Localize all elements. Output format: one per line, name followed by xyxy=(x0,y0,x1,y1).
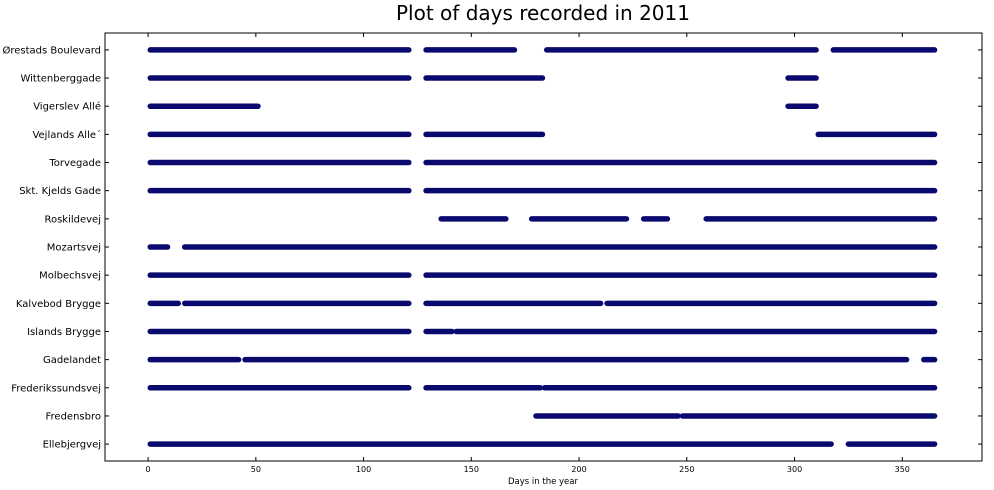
y-tick-label: Gadelandet xyxy=(43,355,101,366)
y-tick-label: Ørestads Boulevard xyxy=(3,44,102,56)
y-axis: Ellebjergvej Fredensbro Frederikssundsvej G… xyxy=(3,44,982,451)
data-marks xyxy=(147,47,938,447)
y-tick-label: Roskildevej xyxy=(44,214,101,225)
x-axis: 0 50 100 150 200 250 300 350 xyxy=(146,33,910,474)
x-tick-label: 0 xyxy=(146,465,151,474)
y-tick-label: Fredensbro xyxy=(46,411,101,422)
x-tick-label: 200 xyxy=(571,465,586,474)
y-tick-label: Mozartsvej xyxy=(47,243,101,254)
x-tick-label: 250 xyxy=(679,465,694,474)
y-tick-label: Vigerslev Allé xyxy=(33,101,101,113)
x-tick-label: 100 xyxy=(356,465,371,474)
y-tick-label: Frederikssundsvej xyxy=(11,383,101,394)
y-tick-label: Skt. Kjelds Gade xyxy=(19,186,101,197)
chart-title: Plot of days recorded in 2011 xyxy=(396,1,690,25)
y-tick-label: Vejlands Alle´ xyxy=(32,129,101,141)
y-tick-label: Kalvebod Brygge xyxy=(16,299,101,310)
y-tick-label: Wittenberggade xyxy=(20,74,101,85)
y-tick-label: Torvegade xyxy=(48,158,101,169)
x-tick-label: 350 xyxy=(895,465,910,474)
y-tick-label: Islands Brygge xyxy=(27,327,101,338)
x-axis-label: Days in the year xyxy=(508,477,578,487)
y-tick-label: Ellebjergvej xyxy=(43,440,101,451)
y-tick-label: Molbechsvej xyxy=(39,271,101,282)
x-tick-label: 150 xyxy=(464,465,479,474)
x-tick-label: 300 xyxy=(787,465,802,474)
x-tick-label: 50 xyxy=(251,465,261,474)
